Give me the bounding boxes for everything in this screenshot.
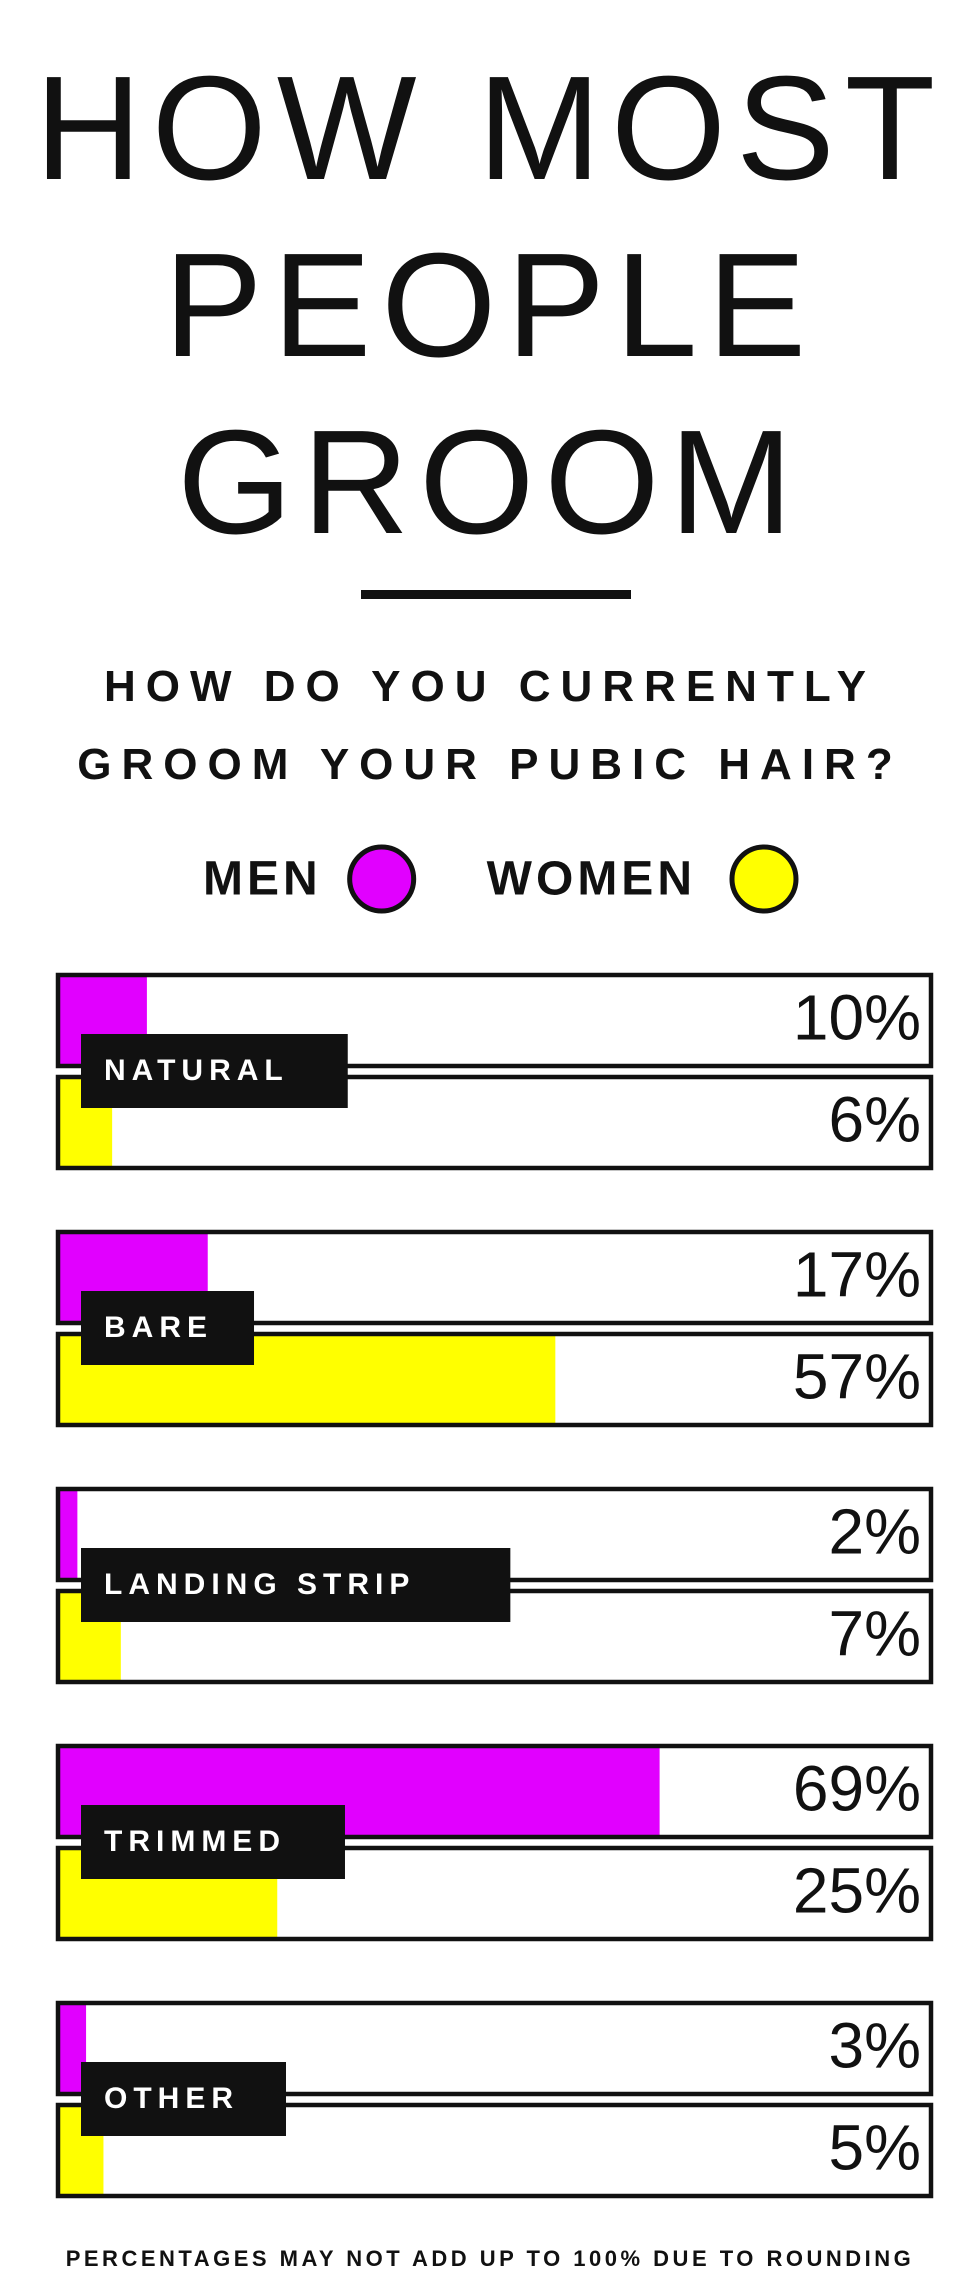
bar-frame <box>55 1743 934 1840</box>
bar-frame <box>55 1229 934 1326</box>
chart-subtitle: HOW DO YOU CURRENTLY GROOM YOUR PUBIC HA… <box>77 662 903 789</box>
category-box <box>81 1291 255 1365</box>
bar-frame <box>55 972 934 1069</box>
chart-title: HOW MOST PEOPLE GROOM <box>34 46 946 565</box>
legend-label: MEN <box>203 853 322 906</box>
bar-frame <box>55 1845 934 1942</box>
category-label: TRIMMED <box>104 1825 286 1858</box>
value-label: 17% <box>793 1238 921 1310</box>
divider <box>361 590 631 599</box>
category-box <box>81 1548 511 1622</box>
bar-frame <box>55 2102 934 2199</box>
value-label: 5% <box>829 2111 922 2183</box>
value-label: 57% <box>793 1340 921 1412</box>
value-label: 6% <box>829 1083 922 1155</box>
category-label: LANDING STRIP <box>104 1568 415 1601</box>
category-box <box>81 1805 345 1879</box>
legend-swatch <box>729 844 799 914</box>
category-box <box>81 1034 348 1108</box>
category-box <box>81 2062 286 2136</box>
category-label: BARE <box>104 1311 213 1344</box>
legend-swatch <box>347 844 417 914</box>
category-label: NATURAL <box>104 1054 289 1087</box>
bar <box>60 1491 78 1578</box>
bar-frame <box>55 1331 934 1428</box>
value-label: 69% <box>793 1752 921 1824</box>
bar-frame <box>55 2000 934 2097</box>
value-label: 25% <box>793 1854 921 1926</box>
value-label: 7% <box>829 1597 922 1669</box>
value-label: 2% <box>829 1495 922 1567</box>
legend-label: WOMEN <box>487 853 696 906</box>
value-label: 10% <box>793 981 921 1053</box>
value-label: 3% <box>829 2009 922 2081</box>
category-label: OTHER <box>104 2082 239 2115</box>
bar-frame <box>55 1074 934 1171</box>
footnote: PERCENTAGES MAY NOT ADD UP TO 100% DUE T… <box>66 2246 915 2271</box>
